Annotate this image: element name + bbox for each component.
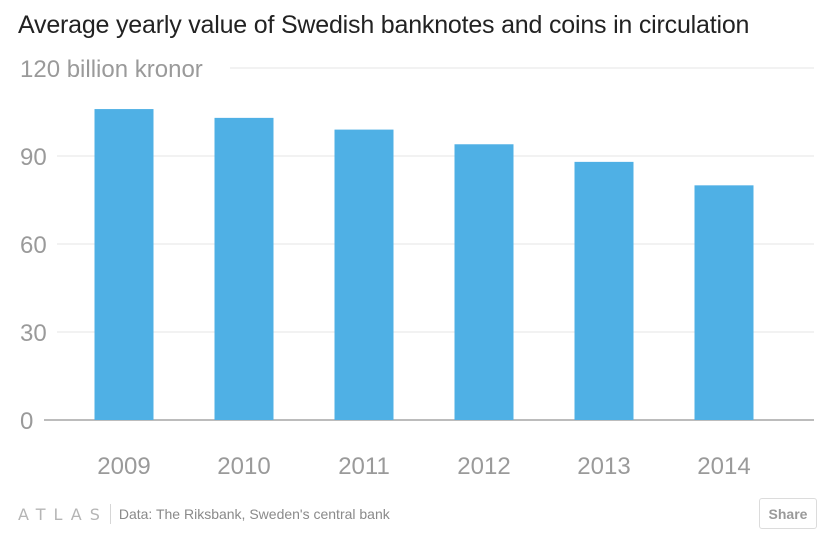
y-tick-label: 0 <box>20 408 33 435</box>
bar <box>214 117 274 420</box>
x-tick-label: 2012 <box>457 453 510 480</box>
data-source: Data: The Riksbank, Sweden's central ban… <box>118 506 390 522</box>
atlas-logo[interactable]: ATLAS <box>18 504 108 524</box>
chart-title: Average yearly value of Swedish banknote… <box>18 11 750 39</box>
x-tick-label: 2010 <box>217 453 270 480</box>
y-tick-label: 90 <box>20 144 47 171</box>
bar <box>334 129 394 420</box>
x-tick-label: 2009 <box>97 453 150 480</box>
y-tick-label: 60 <box>20 232 47 259</box>
bar <box>574 161 634 420</box>
footer-divider <box>109 504 111 524</box>
bar <box>694 185 754 420</box>
x-tick-label: 2011 <box>338 453 390 480</box>
x-tick-label: 2013 <box>577 453 630 480</box>
bar <box>454 144 514 420</box>
y-tick-label: 120 billion kronor <box>20 56 203 83</box>
y-tick-label: 30 <box>20 320 47 347</box>
share-button[interactable]: Share <box>759 498 817 529</box>
chart-footer: ATLAS Data: The Riksbank, Sweden's centr… <box>18 503 390 525</box>
x-tick-label: 2014 <box>697 453 750 480</box>
bar <box>94 109 154 421</box>
